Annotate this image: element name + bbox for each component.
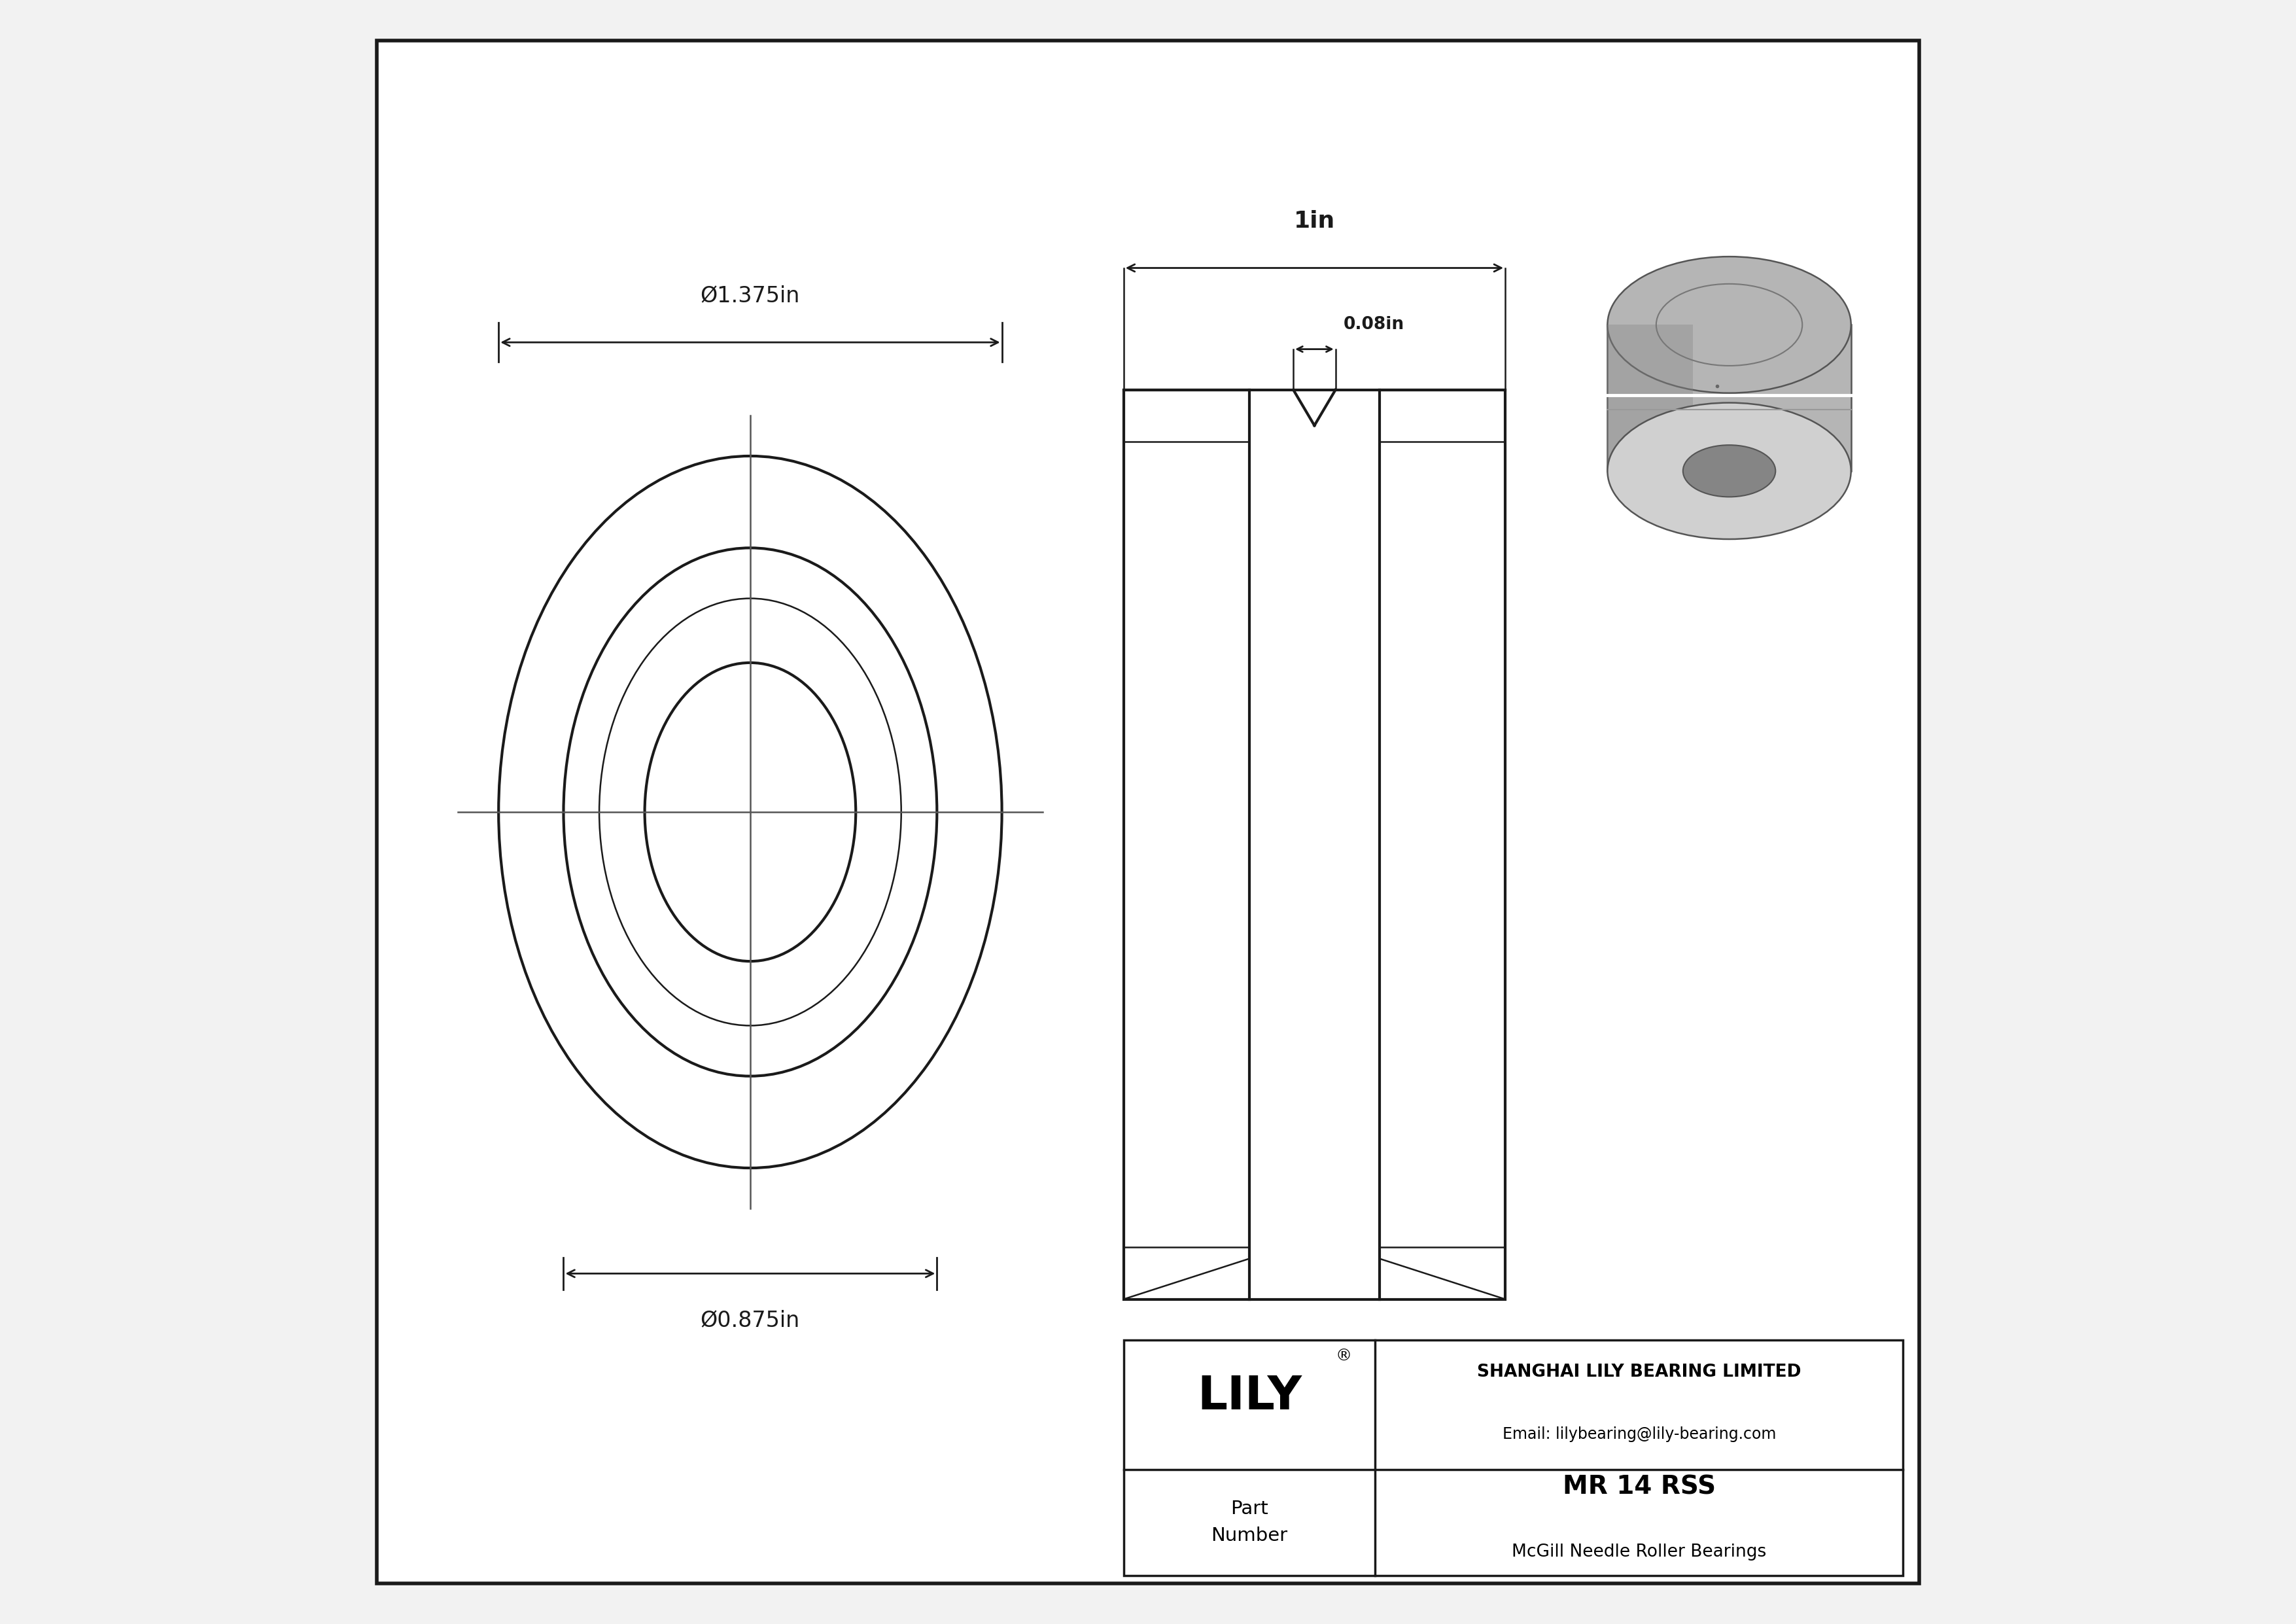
Text: Ø1.375in: Ø1.375in bbox=[700, 286, 799, 307]
Ellipse shape bbox=[1683, 445, 1775, 497]
Text: Part
Number: Part Number bbox=[1212, 1501, 1288, 1544]
Text: 0.08in: 0.08in bbox=[1343, 317, 1405, 333]
Text: MR 14 RSS: MR 14 RSS bbox=[1564, 1475, 1715, 1499]
Text: SHANGHAI LILY BEARING LIMITED: SHANGHAI LILY BEARING LIMITED bbox=[1476, 1364, 1800, 1380]
Polygon shape bbox=[1607, 325, 1692, 471]
Text: Ø0.875in: Ø0.875in bbox=[700, 1309, 799, 1330]
Ellipse shape bbox=[1607, 257, 1851, 393]
Bar bbox=[1123, 1340, 1903, 1575]
Polygon shape bbox=[1607, 325, 1851, 471]
Bar bbox=[1123, 390, 1506, 1299]
Text: 1in: 1in bbox=[1293, 209, 1334, 232]
Text: McGill Needle Roller Bearings: McGill Needle Roller Bearings bbox=[1511, 1543, 1766, 1561]
Text: Email: lilybearing@lily-bearing.com: Email: lilybearing@lily-bearing.com bbox=[1502, 1426, 1777, 1442]
Text: ®: ® bbox=[1336, 1348, 1352, 1364]
Text: LILY: LILY bbox=[1196, 1374, 1302, 1419]
Ellipse shape bbox=[1607, 403, 1851, 539]
